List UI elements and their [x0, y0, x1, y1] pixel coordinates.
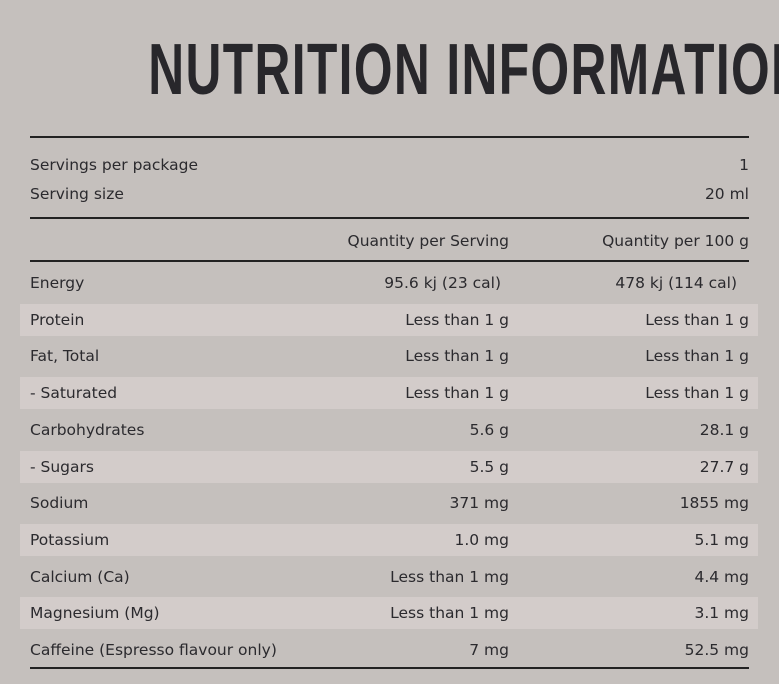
quantity-per-serving: 5.6 g — [469, 420, 509, 439]
quantity-per-100g: 28.1 g — [699, 420, 749, 439]
nutrient-row: Fat, Total Less than 1 g Less than 1 g — [20, 340, 758, 372]
nutrient-name: Carbohydrates — [30, 420, 145, 439]
nutrient-name: Potassium — [30, 530, 110, 549]
nutrient-row: Caffeine (Espresso flavour only) 7 mg 52… — [20, 634, 758, 666]
nutrient-row: Carbohydrates 5.6 g 28.1 g — [20, 414, 758, 446]
nutrient-name: Caffeine (Espresso flavour only) — [30, 641, 277, 659]
nutrient-name: Energy — [30, 274, 85, 292]
nutrient-row: Energy 95.6 kj (23 cal) 478 kj (114 cal) — [20, 267, 758, 299]
servings-label: Servings per package — [30, 156, 199, 174]
quantity-per-serving: 5.5 g — [469, 457, 509, 476]
title-text: NUTRITION INFORMATION — [148, 30, 779, 110]
divider — [30, 136, 749, 138]
column-header-row: Quantity per Serving Quantity per 100 g — [20, 225, 758, 257]
quantity-per-serving: Less than 1 g — [405, 347, 509, 366]
serving-size-label: Serving size — [30, 185, 124, 203]
column-header-per-serving: Quantity per Serving — [347, 232, 509, 250]
divider — [30, 667, 749, 669]
nutrient-row: Protein Less than 1 g Less than 1 g — [20, 303, 758, 336]
quantity-per-100g: Less than 1 g — [645, 347, 749, 366]
nutrient-name: Magnesium (Mg) — [30, 604, 160, 623]
quantity-per-serving: 371 mg — [449, 494, 509, 513]
nutrient-name: Sodium — [30, 494, 89, 513]
serving-size-row: Serving size 20 ml — [20, 178, 758, 210]
quantity-per-100g: 52.5 mg — [684, 641, 749, 659]
quantity-per-serving: 7 mg — [469, 641, 509, 659]
nutrient-row: - Sugars 5.5 g 27.7 g — [20, 450, 758, 483]
nutrient-row: Calcium (Ca) Less than 1 mg 4.4 mg — [20, 561, 758, 593]
quantity-per-100g: Less than 1 g — [645, 310, 749, 329]
quantity-per-serving: Less than 1 mg — [390, 604, 509, 623]
nutrient-row: Magnesium (Mg) Less than 1 mg 3.1 mg — [20, 597, 758, 630]
page-title: NUTRITION INFORMATION — [0, 30, 779, 110]
quantity-per-100g: 3.1 mg — [694, 604, 749, 623]
column-header-per-100g: Quantity per 100 g — [602, 232, 749, 250]
quantity-per-100g: 478 kj (114 cal) — [615, 274, 737, 292]
nutrient-name: - Saturated — [30, 384, 118, 403]
servings-row: Servings per package 1 — [20, 149, 758, 181]
nutrient-row: Sodium 371 mg 1855 mg — [20, 487, 758, 519]
nutrient-row: Potassium 1.0 mg 5.1 mg — [20, 523, 758, 556]
nutrient-name: Calcium (Ca) — [30, 567, 130, 586]
quantity-per-100g: 5.1 mg — [694, 530, 749, 549]
quantity-per-100g: 1855 mg — [679, 494, 749, 513]
nutrient-name: Fat, Total — [30, 347, 100, 366]
nutrient-name: - Sugars — [30, 457, 94, 476]
quantity-per-serving: Less than 1 mg — [390, 567, 509, 586]
quantity-per-100g: 4.4 mg — [694, 567, 749, 586]
quantity-per-serving: Less than 1 g — [405, 310, 509, 329]
serving-size-value: 20 ml — [704, 185, 749, 203]
quantity-per-100g: Less than 1 g — [645, 384, 749, 403]
quantity-per-100g: 27.7 g — [699, 457, 749, 476]
servings-value: 1 — [739, 156, 749, 174]
divider — [30, 217, 749, 219]
nutrient-row: - Saturated Less than 1 g Less than 1 g — [20, 377, 758, 410]
nutrient-name: Protein — [30, 310, 85, 329]
divider — [30, 260, 749, 262]
quantity-per-serving: Less than 1 g — [405, 384, 509, 403]
quantity-per-serving: 95.6 kj (23 cal) — [384, 274, 501, 292]
quantity-per-serving: 1.0 mg — [454, 530, 509, 549]
